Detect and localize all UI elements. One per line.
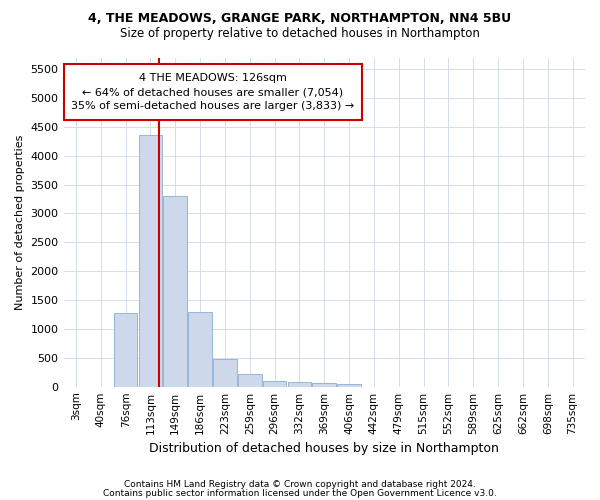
Text: Contains HM Land Registry data © Crown copyright and database right 2024.: Contains HM Land Registry data © Crown c… bbox=[124, 480, 476, 489]
Text: Size of property relative to detached houses in Northampton: Size of property relative to detached ho… bbox=[120, 28, 480, 40]
Bar bbox=[139, 136, 162, 386]
Bar bbox=[188, 312, 212, 386]
Text: ← 64% of detached houses are smaller (7,054): ← 64% of detached houses are smaller (7,… bbox=[82, 87, 343, 97]
X-axis label: Distribution of detached houses by size in Northampton: Distribution of detached houses by size … bbox=[149, 442, 499, 455]
Bar bbox=[114, 313, 137, 386]
Y-axis label: Number of detached properties: Number of detached properties bbox=[15, 134, 25, 310]
Bar bbox=[337, 384, 361, 386]
Bar bbox=[163, 196, 187, 386]
Text: 35% of semi-detached houses are larger (3,833) →: 35% of semi-detached houses are larger (… bbox=[71, 101, 355, 111]
FancyBboxPatch shape bbox=[64, 64, 362, 120]
Bar bbox=[213, 359, 237, 386]
Bar bbox=[238, 374, 262, 386]
Text: Contains public sector information licensed under the Open Government Licence v3: Contains public sector information licen… bbox=[103, 489, 497, 498]
Bar bbox=[263, 381, 286, 386]
Text: 4 THE MEADOWS: 126sqm: 4 THE MEADOWS: 126sqm bbox=[139, 74, 287, 84]
Bar bbox=[313, 383, 336, 386]
Text: 4, THE MEADOWS, GRANGE PARK, NORTHAMPTON, NN4 5BU: 4, THE MEADOWS, GRANGE PARK, NORTHAMPTON… bbox=[88, 12, 512, 26]
Bar bbox=[287, 382, 311, 386]
